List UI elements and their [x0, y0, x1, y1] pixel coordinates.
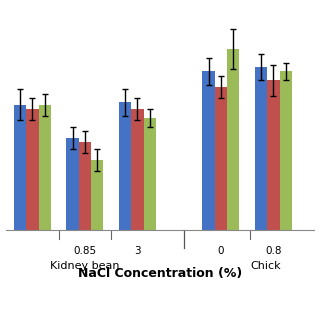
Text: Chick: Chick	[250, 261, 281, 271]
Bar	[79, 142, 91, 230]
Bar	[131, 109, 144, 230]
X-axis label: NaCl Concentration (%): NaCl Concentration (%)	[78, 267, 242, 279]
Text: 0: 0	[218, 246, 224, 256]
Bar	[267, 80, 280, 230]
Bar	[202, 71, 215, 230]
Bar	[280, 71, 292, 230]
Bar	[14, 105, 26, 230]
Bar	[66, 138, 79, 230]
Bar	[38, 105, 51, 230]
Bar	[119, 102, 131, 230]
Bar	[255, 67, 267, 230]
Text: Kidney bean: Kidney bean	[50, 261, 120, 271]
Text: 0.8: 0.8	[265, 246, 282, 256]
Bar	[227, 49, 239, 230]
Bar	[215, 87, 227, 230]
Bar	[26, 109, 38, 230]
Text: 0.85: 0.85	[73, 246, 96, 256]
Bar	[144, 118, 156, 230]
Text: 3: 3	[134, 246, 141, 256]
Bar	[91, 160, 103, 230]
